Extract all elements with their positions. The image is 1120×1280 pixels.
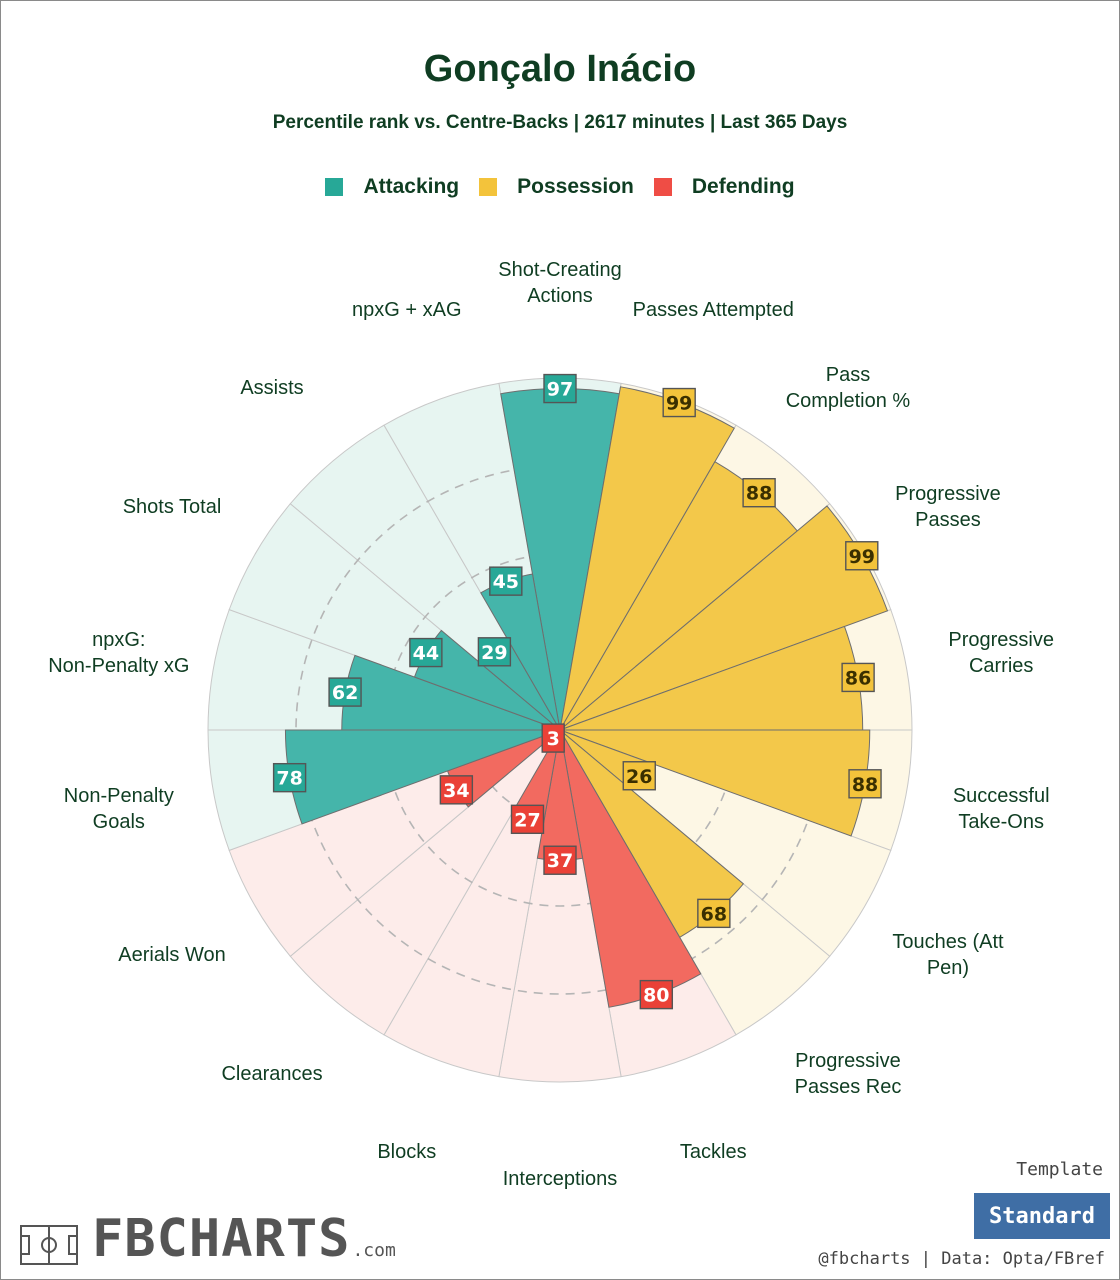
value-box-shots-total bbox=[409, 637, 443, 668]
value-label-touches-att-pen: 26 bbox=[626, 766, 652, 788]
value-box-aerials-won bbox=[439, 775, 474, 805]
value-box-pass-completion bbox=[742, 478, 776, 508]
legend-label-possession: Possession bbox=[517, 175, 634, 198]
category-label-successful-take-ons: Successful Take-Ons bbox=[953, 785, 1050, 833]
value-label-progressive-passes: 99 bbox=[849, 546, 875, 568]
category-label-blocks: Blocks bbox=[377, 1141, 436, 1163]
value-label-npxg-xag: 45 bbox=[493, 571, 519, 593]
category-label-shot-creating-actions: Shot-Creating Actions bbox=[498, 259, 621, 307]
category-label-passes-attempted: Passes Attempted bbox=[633, 299, 794, 321]
legend-item-attacking: Attacking bbox=[325, 175, 459, 199]
value-label-assists: 29 bbox=[481, 642, 507, 664]
value-box-progressive-passes-rec bbox=[697, 898, 731, 929]
legend-swatch-defending bbox=[653, 178, 672, 196]
legend-label-defending: Defending bbox=[691, 175, 795, 198]
value-box-progressive-passes bbox=[845, 541, 879, 571]
value-label-successful-take-ons: 88 bbox=[852, 774, 878, 796]
value-box-npxg-xag bbox=[489, 566, 523, 596]
value-label-shots-total: 44 bbox=[413, 643, 439, 665]
brand-suffix: .com bbox=[352, 1240, 396, 1261]
value-box-npxg-non-penalty-xg bbox=[328, 677, 362, 707]
category-label-assists: Assists bbox=[240, 377, 303, 399]
category-label-npxg-non-penalty-xg: npxG: Non-Penalty xG bbox=[48, 629, 189, 677]
value-box-blocks bbox=[510, 804, 545, 835]
value-label-progressive-carries: 86 bbox=[845, 667, 871, 689]
value-box-interceptions bbox=[543, 845, 577, 875]
value-box-shot-creating-actions bbox=[543, 373, 577, 404]
category-label-clearances: Clearances bbox=[221, 1063, 322, 1085]
value-box-touches-att-pen bbox=[622, 761, 656, 791]
category-label-shots-total: Shots Total bbox=[123, 496, 222, 518]
value-box-tackles bbox=[639, 979, 674, 1010]
value-label-progressive-passes-rec: 68 bbox=[701, 903, 727, 925]
value-box-passes-attempted bbox=[662, 387, 696, 418]
category-label-npxg-xag: npxG + xAG bbox=[352, 299, 462, 321]
legend-label-attacking: Attacking bbox=[363, 175, 460, 198]
value-label-non-penalty-goals: 78 bbox=[276, 768, 302, 790]
template-label: Template bbox=[1016, 1159, 1103, 1180]
legend-swatch-attacking bbox=[325, 178, 344, 196]
value-box-progressive-carries bbox=[841, 662, 875, 693]
value-label-aerials-won: 34 bbox=[443, 780, 469, 802]
category-label-tackles: Tackles bbox=[680, 1141, 747, 1163]
value-label-interceptions: 37 bbox=[547, 850, 573, 872]
category-label-pass-completion: Pass Completion % bbox=[786, 364, 911, 412]
value-box-assists bbox=[477, 637, 512, 667]
template-button[interactable]: Standard bbox=[974, 1193, 1110, 1239]
pitch-icon bbox=[20, 1225, 78, 1265]
value-label-npxg-non-penalty-xg: 62 bbox=[332, 682, 358, 704]
category-label-interceptions: Interceptions bbox=[503, 1168, 618, 1190]
data-credit: @fbcharts | Data: Opta/FBref bbox=[818, 1249, 1105, 1269]
legend-item-possession: Possession bbox=[479, 175, 634, 199]
value-label-pass-completion: 88 bbox=[746, 483, 772, 505]
category-label-progressive-carries: Progressive Carries bbox=[948, 629, 1054, 677]
value-label-passes-attempted: 99 bbox=[666, 393, 692, 415]
legend: Attacking Possession Defending bbox=[0, 175, 1120, 199]
chart-subtitle: Percentile rank vs. Centre-Backs | 2617 … bbox=[272, 112, 848, 133]
legend-item-defending: Defending bbox=[653, 175, 795, 199]
value-box-clearances bbox=[541, 723, 565, 753]
value-label-blocks: 27 bbox=[514, 809, 540, 831]
category-label-aerials-won: Aerials Won bbox=[118, 944, 225, 966]
brand-name: FBCHARTS bbox=[92, 1209, 351, 1269]
chart-title: Gonçalo Inácio bbox=[423, 48, 697, 90]
category-label-progressive-passes: Progressive Passes bbox=[895, 483, 1001, 531]
category-label-progressive-passes-rec: Progressive Passes Rec bbox=[795, 1050, 902, 1098]
brand-logo: FBCHARTS .com bbox=[20, 1213, 396, 1265]
value-box-non-penalty-goals bbox=[272, 762, 307, 793]
legend-swatch-possession bbox=[479, 178, 498, 196]
value-box-successful-take-ons bbox=[848, 769, 882, 799]
value-label-clearances: 3 bbox=[547, 728, 560, 750]
value-label-shot-creating-actions: 97 bbox=[547, 379, 573, 401]
category-label-non-penalty-goals: Non-Penalty Goals bbox=[64, 785, 174, 833]
value-label-tackles: 80 bbox=[643, 985, 669, 1007]
category-label-touches-att-pen: Touches (Att Pen) bbox=[892, 931, 1004, 979]
